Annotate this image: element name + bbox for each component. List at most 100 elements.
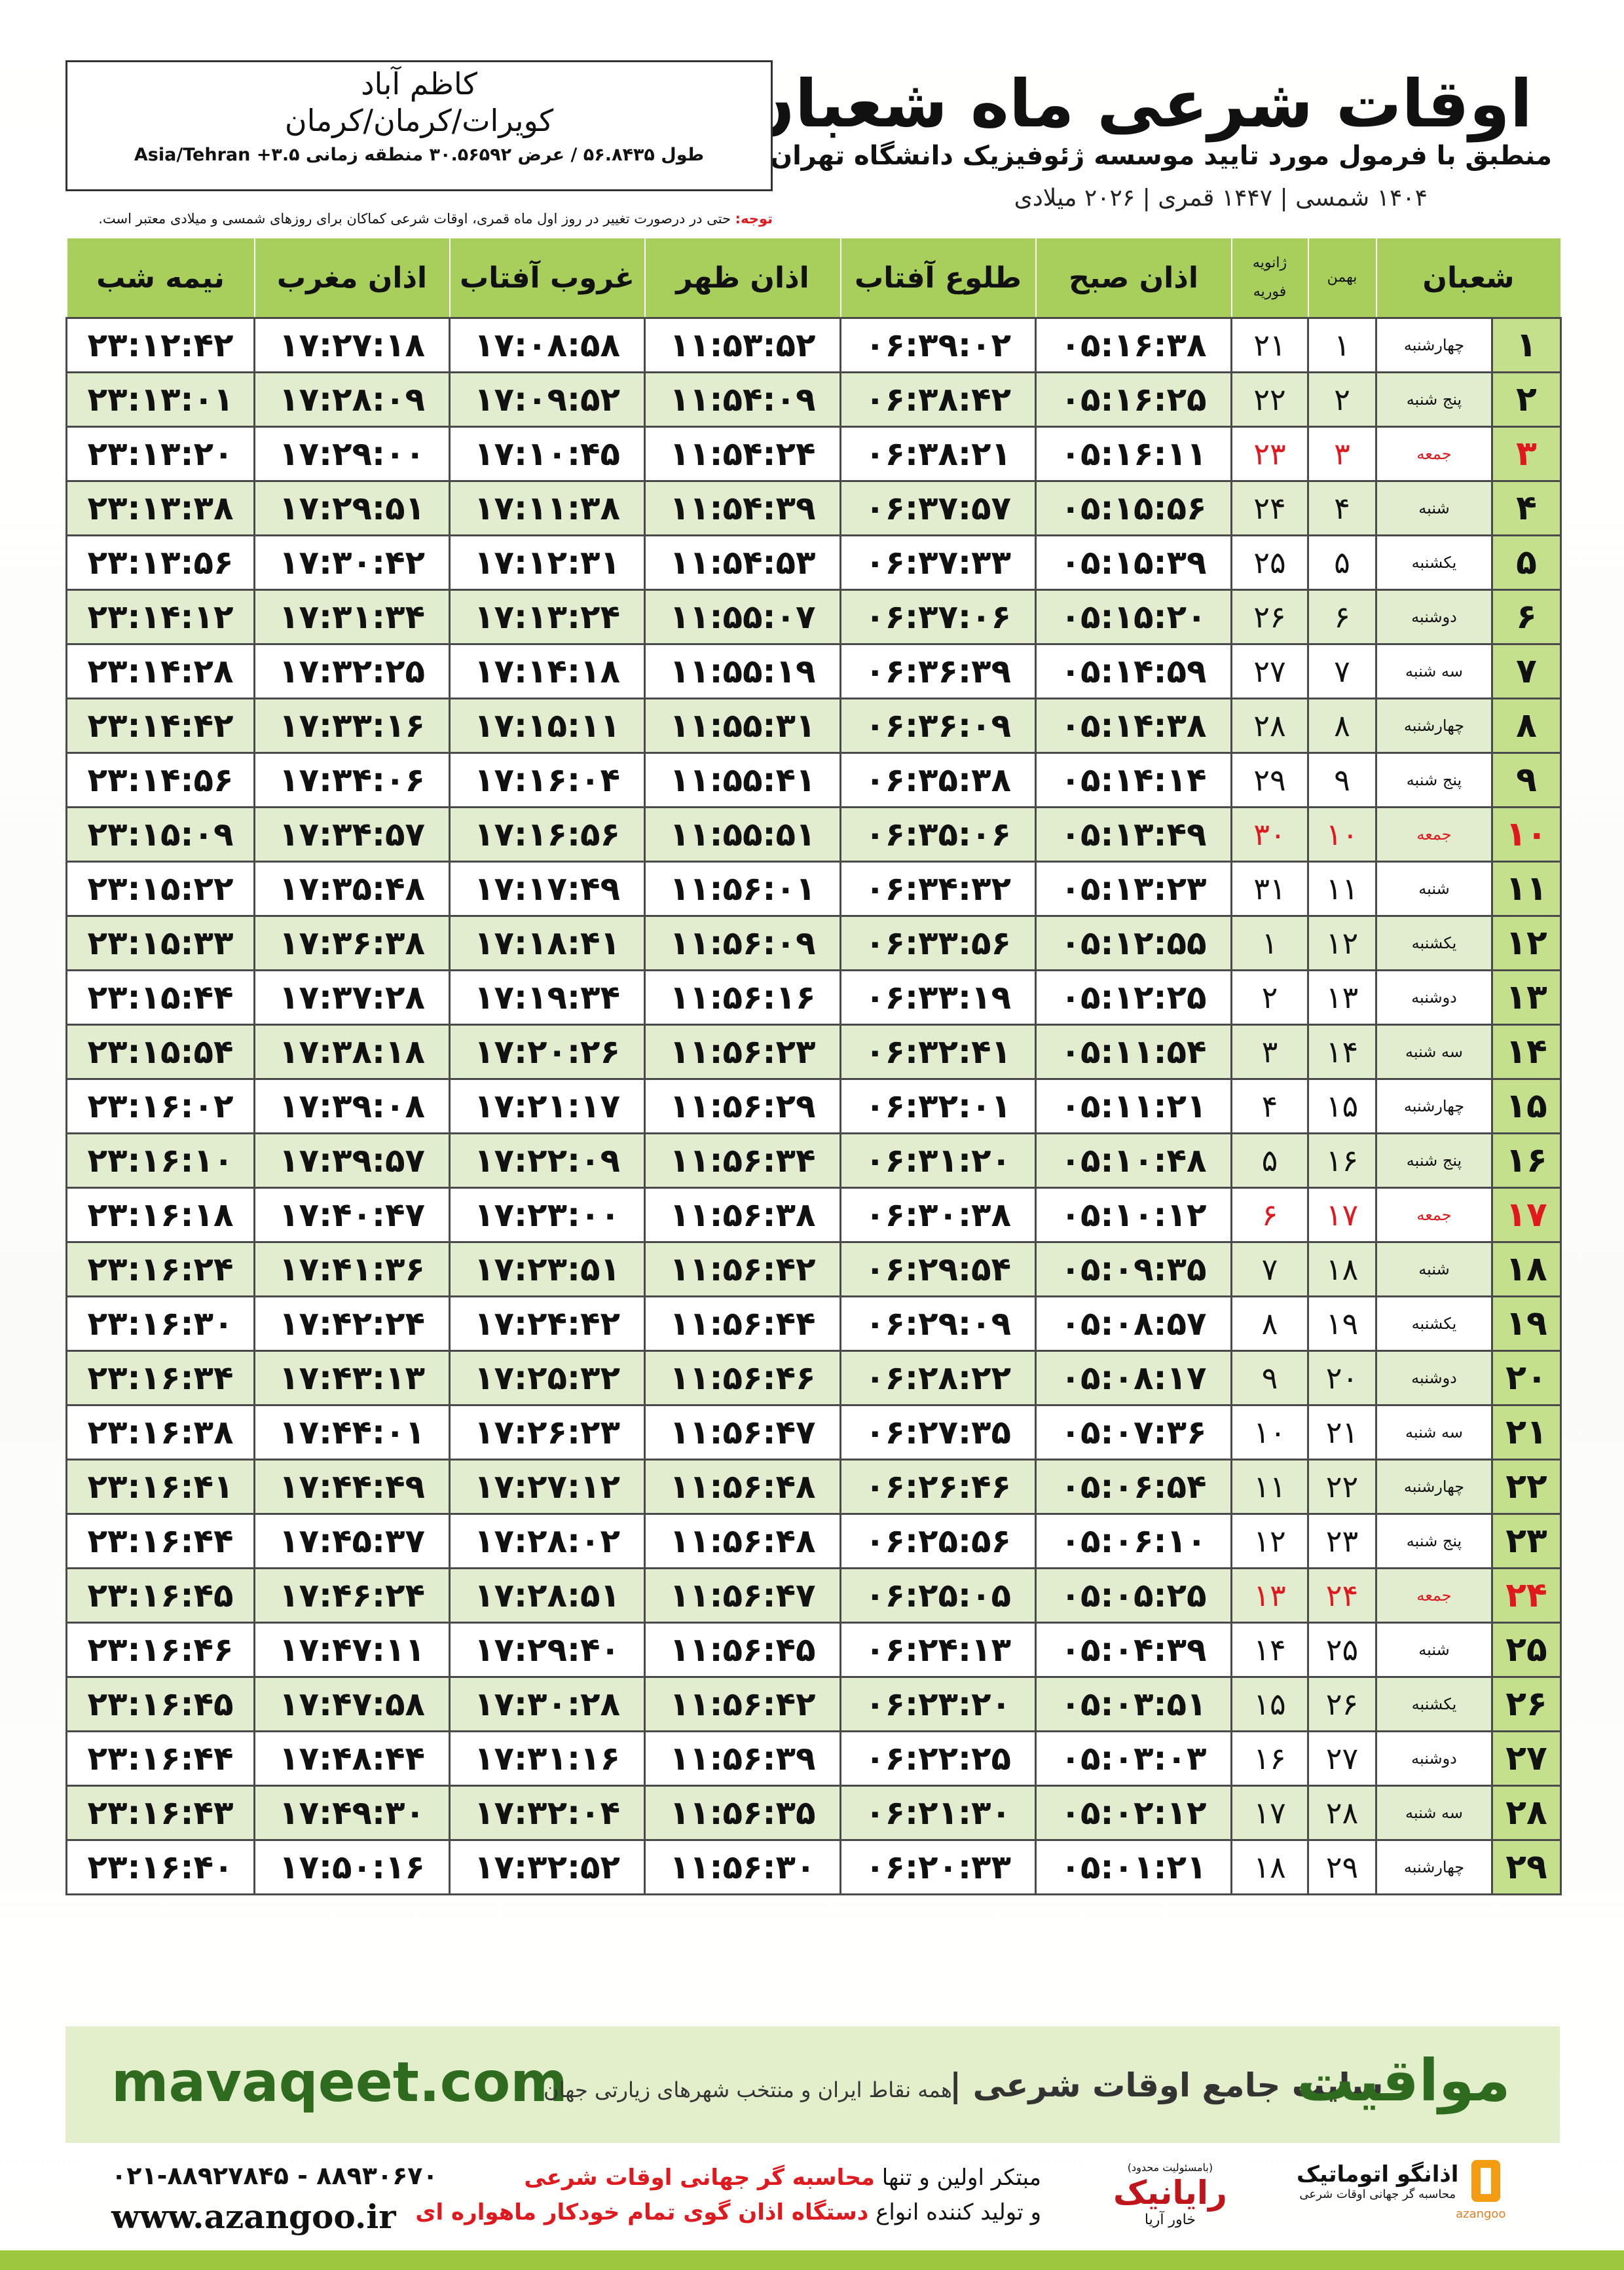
table-cell: ۲۷	[1307, 1730, 1377, 1787]
table-cell: ۲۹	[1491, 1839, 1562, 1895]
table-cell: ۴	[1307, 480, 1377, 536]
table-cell: ۰۵:۰۶:۵۴	[1035, 1459, 1232, 1515]
table-cell: ۱۱:۵۳:۵۲	[644, 317, 841, 373]
table-cell: ۰۵:۱۵:۵۶	[1035, 480, 1232, 536]
table-cell: ۱۹	[1491, 1295, 1562, 1352]
table-cell: ۱۱:۵۶:۴۸	[644, 1513, 841, 1569]
table-cell: ۱۱:۵۴:۲۴	[644, 426, 841, 482]
table-cell: ۰۵:۰۳:۵۱	[1035, 1676, 1232, 1732]
table-cell: پنج شنبه	[1375, 1513, 1493, 1569]
table-cell: ۱۷:۱۶:۰۴	[449, 752, 646, 808]
table-cell: ۰۶:۲۶:۴۶	[840, 1459, 1037, 1515]
promo-highlight: محاسبه گر جهانی اوقات شرعی	[524, 2165, 875, 2191]
table-cell: ۱۷:۲۵:۳۲	[449, 1350, 646, 1406]
promo-highlight: دستگاه اذان گوی تمام خودکار ماهواره ای	[415, 2199, 869, 2225]
table-cell: ۱۱:۵۶:۳۸	[644, 1187, 841, 1243]
table-cell: ۱۷:۲۱:۱۷	[449, 1078, 646, 1134]
table-cell: ۱۷:۳۵:۴۸	[253, 861, 451, 917]
table-cell: ۱۵	[1307, 1078, 1377, 1134]
table-cell: ۱۱:۵۵:۱۹	[644, 643, 841, 699]
logo-icon	[1471, 2160, 1501, 2202]
logo-azangoo: اذانگو اتوماتیک محاسبه گر جهانی اوقات شر…	[1297, 2155, 1505, 2221]
table-row: ۱۸ شنبه ۱۸ ۷ ۰۵:۰۹:۳۵ ۰۶:۲۹:۵۴ ۱۱:۵۶:۴۲ ۱۷:۲۳:۵…	[65, 1241, 1562, 1297]
table-cell: ۰۵:۰۸:۱۷	[1035, 1350, 1232, 1406]
table-cell: ۰۶:۳۶:۳۹	[840, 643, 1037, 699]
table-cell: ۰۶:۲۹:۰۹	[840, 1295, 1037, 1352]
table-cell: ۲۹	[1307, 1839, 1377, 1895]
table-cell: ۱۳	[1230, 1567, 1309, 1624]
table-cell: ۱۳	[1491, 969, 1562, 1026]
promo-line: مبتکر اولین و تنها محاسبه گر جهانی اوقات…	[524, 2165, 1041, 2191]
note-text: حتی در درصورت تغییر در روز اول ماه قمری،…	[98, 211, 731, 227]
table-row: ۲۵ شنبه ۲۵ ۱۴ ۰۵:۰۴:۳۹ ۰۶:۲۴:۱۳ ۱۱:۵۶:۴۵ ۱۷:۲۹:…	[65, 1622, 1562, 1678]
column-header: طلوع آفتاب	[840, 237, 1037, 319]
table-cell: ۰۶:۲۰:۳۳	[840, 1839, 1037, 1895]
location-coordinates: طول ۵۶.۸۴۳۵ / عرض ۳۰.۵۶۵۹۲ منطقه زمانی ۳…	[134, 145, 705, 165]
table-cell: ۰۶:۳۷:۵۷	[840, 480, 1037, 536]
table-cell: ۲۳:۱۶:۴۱	[65, 1459, 255, 1515]
table-cell: ۲۵	[1491, 1622, 1562, 1678]
table-cell: ۲۳:۱۴:۱۲	[65, 589, 255, 645]
table-cell: ۲۳:۱۶:۱۰	[65, 1132, 255, 1189]
table-row: ۱۶ پنج شنبه ۱۶ ۵ ۰۵:۱۰:۴۸ ۰۶:۳۱:۲۰ ۱۱:۵۶:۳۴ ۱۷:…	[65, 1132, 1562, 1189]
table-cell: یکشنبه	[1375, 1295, 1493, 1352]
promo-line: و تولید کننده انواع دستگاه اذان گوی تمام…	[415, 2199, 1041, 2225]
table-cell: ۰۵:۰۴:۳۹	[1035, 1622, 1232, 1678]
table-cell: دوشنبه	[1375, 589, 1493, 645]
table-cell: پنج شنبه	[1375, 752, 1493, 808]
location-name: کاظم آباد	[361, 66, 477, 102]
table-cell: ۹	[1307, 752, 1377, 808]
table-cell: ۱۷:۱۵:۱۱	[449, 698, 646, 754]
table-cell: ۰۶:۲۷:۳۵	[840, 1404, 1037, 1461]
table-body: ۱ چهارشنبه ۱ ۲۱ ۰۵:۱۶:۳۸ ۰۶:۳۹:۰۲ ۱۱:۵۳:۵۲ ۱۷:۰…	[65, 317, 1562, 1895]
web-url[interactable]: www.azangoo.ir	[111, 2197, 396, 2236]
prayer-times-table: شعبان بهمن ژانویه فوریه اذان صبح طلوع آفتاب اذ…	[65, 237, 1562, 1895]
table-cell: ۱۱:۵۶:۰۱	[644, 861, 841, 917]
table-cell: ۵	[1307, 534, 1377, 591]
table-cell: ۰۶:۳۷:۳۳	[840, 534, 1037, 591]
table-cell: ۱۷:۰۹:۵۲	[449, 371, 646, 428]
table-cell: ۰۵:۰۲:۱۲	[1035, 1785, 1232, 1841]
table-cell: جمعه	[1375, 806, 1493, 863]
table-cell: ۹	[1491, 752, 1562, 808]
table-cell: یکشنبه	[1375, 534, 1493, 591]
site-url[interactable]: mavaqeet.com	[111, 2050, 568, 2114]
table-cell: ۷	[1230, 1241, 1309, 1297]
table-cell: ۲۲	[1230, 371, 1309, 428]
column-header: شعبان	[1375, 237, 1562, 319]
table-cell: ۱۱	[1307, 861, 1377, 917]
column-header: بهمن	[1307, 237, 1377, 319]
logo-mark: azangoo	[1456, 2207, 1506, 2221]
table-cell: ۲	[1230, 969, 1309, 1026]
table-cell: ۲۳:۱۳:۳۸	[65, 480, 255, 536]
location-box: کاظم آباد کویرات/کرمان/کرمان طول ۵۶.۸۴۳۵…	[65, 60, 773, 191]
table-cell: ۲۳:۱۶:۴۴	[65, 1730, 255, 1787]
table-row: ۲۸ سه شنبه ۲۸ ۱۷ ۰۵:۰۲:۱۲ ۰۶:۲۱:۳۰ ۱۱:۵۶:۳۵ ۱۷:…	[65, 1785, 1562, 1841]
slogan: همه نقاط ایران و منتخب شهرهای زیارتی جها…	[544, 2077, 952, 2102]
table-cell: ۰۵:۱۴:۳۸	[1035, 698, 1232, 754]
table-cell: ۱۱:۵۶:۳۰	[644, 1839, 841, 1895]
table-cell: ۱۱:۵۵:۰۷	[644, 589, 841, 645]
table-cell: ۰۶:۳۸:۴۲	[840, 371, 1037, 428]
table-cell: ۰۶:۳۲:۰۱	[840, 1078, 1037, 1134]
table-row: ۲۰ دوشنبه ۲۰ ۹ ۰۵:۰۸:۱۷ ۰۶:۲۸:۲۲ ۱۱:۵۶:۴۶ ۱۷:۲۵…	[65, 1350, 1562, 1406]
date-line: ۱۴۰۴ شمسی | ۱۴۴۷ قمری | ۲۰۲۶ میلادی	[1014, 185, 1428, 212]
bottom-line	[0, 2250, 1624, 2270]
table-cell: ۶	[1230, 1187, 1309, 1243]
promo-text: مبتکر اولین و تنها	[881, 2165, 1041, 2191]
table-cell: ۲۳:۱۳:۰۱	[65, 371, 255, 428]
table-cell: ۱۷:۲۹:۰۰	[253, 426, 451, 482]
table-cell: ۲۳:۱۶:۱۸	[65, 1187, 255, 1243]
table-cell: ۱۵	[1491, 1078, 1562, 1134]
table-cell: ۲۳:۱۶:۴۰	[65, 1839, 255, 1895]
table-cell: ۱۱:۵۶:۴۷	[644, 1567, 841, 1624]
table-cell: ۰۶:۲۵:۰۵	[840, 1567, 1037, 1624]
table-cell: ۲	[1307, 371, 1377, 428]
table-cell: ۰۵:۱۵:۳۹	[1035, 534, 1232, 591]
column-header: نیمه شب	[65, 237, 255, 319]
table-cell: ۰۶:۳۰:۳۸	[840, 1187, 1037, 1243]
table-cell: ۱۷:۲۸:۰۹	[253, 371, 451, 428]
table-cell: ۱۷:۳۹:۰۸	[253, 1078, 451, 1134]
table-cell: ۰۵:۰۹:۳۵	[1035, 1241, 1232, 1297]
table-cell: شنبه	[1375, 861, 1493, 917]
